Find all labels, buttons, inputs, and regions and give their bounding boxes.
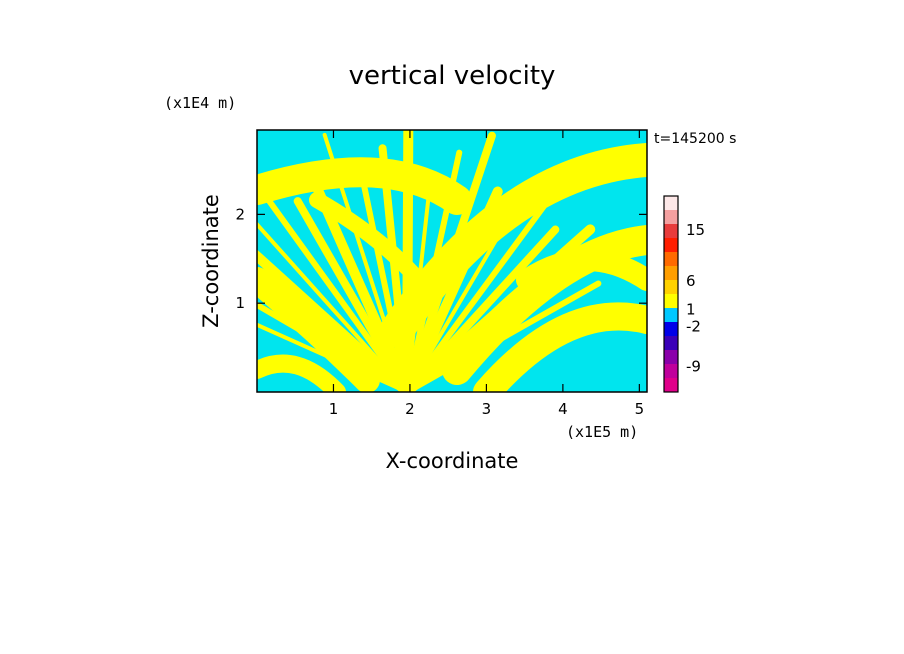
time-label: t=145200 s xyxy=(654,131,736,147)
colorbar-label: 6 xyxy=(686,272,696,290)
x-axis: 1 2 3 4 5 xyxy=(329,130,644,418)
colorbar-frame xyxy=(663,195,679,393)
colorbar-band xyxy=(664,196,678,210)
colorbar-label: -2 xyxy=(686,318,701,336)
colorbar: 15 6 1-2 -9 xyxy=(663,195,705,393)
x-tick-label: 1 xyxy=(329,400,339,418)
plot-frame xyxy=(256,129,648,393)
colorbar-band xyxy=(664,322,678,336)
colorbar-band xyxy=(664,252,678,266)
field-band xyxy=(257,267,380,392)
y-tick-label: 1 xyxy=(235,294,245,312)
y-axis-title: Z-coordinate xyxy=(199,194,223,328)
colorbar-band xyxy=(664,266,678,280)
colorbar-band xyxy=(664,336,678,350)
field-band xyxy=(257,178,410,392)
y-axis: 12 xyxy=(235,205,647,312)
x-tick-label: 5 xyxy=(635,400,645,418)
field-band xyxy=(309,192,435,298)
velocity-field-bands xyxy=(257,130,647,392)
x-unit-label: (x1E5 m) xyxy=(566,423,638,441)
y-tick-label: 2 xyxy=(235,205,245,223)
colorbar-band xyxy=(664,294,678,308)
field-band xyxy=(257,157,472,215)
x-axis-title: X-coordinate xyxy=(386,449,519,473)
colorbar-label: -9 xyxy=(686,357,701,375)
field-band xyxy=(473,302,647,392)
field-band xyxy=(257,221,409,392)
x-tick-label: 4 xyxy=(558,400,568,418)
field-band xyxy=(516,249,647,291)
colorbar-band xyxy=(664,350,678,364)
x-tick-label: 3 xyxy=(482,400,492,418)
y-unit-label: (x1E4 m) xyxy=(164,94,236,112)
colorbar-band xyxy=(664,238,678,252)
colorbar-band xyxy=(664,364,678,378)
colorbar-band xyxy=(664,210,678,224)
field-band xyxy=(257,354,346,392)
field-band xyxy=(257,249,412,392)
x-tick-label: 2 xyxy=(405,400,415,418)
colorbar-band xyxy=(664,224,678,238)
colorbar-band xyxy=(664,280,678,294)
colorbar-label: 15 xyxy=(686,221,705,239)
chart-title: vertical velocity xyxy=(349,61,556,91)
colorbar-band xyxy=(664,378,678,392)
plot-field xyxy=(257,130,647,392)
colorbar-band xyxy=(664,308,678,322)
colorbar-label: 1 xyxy=(686,301,696,319)
